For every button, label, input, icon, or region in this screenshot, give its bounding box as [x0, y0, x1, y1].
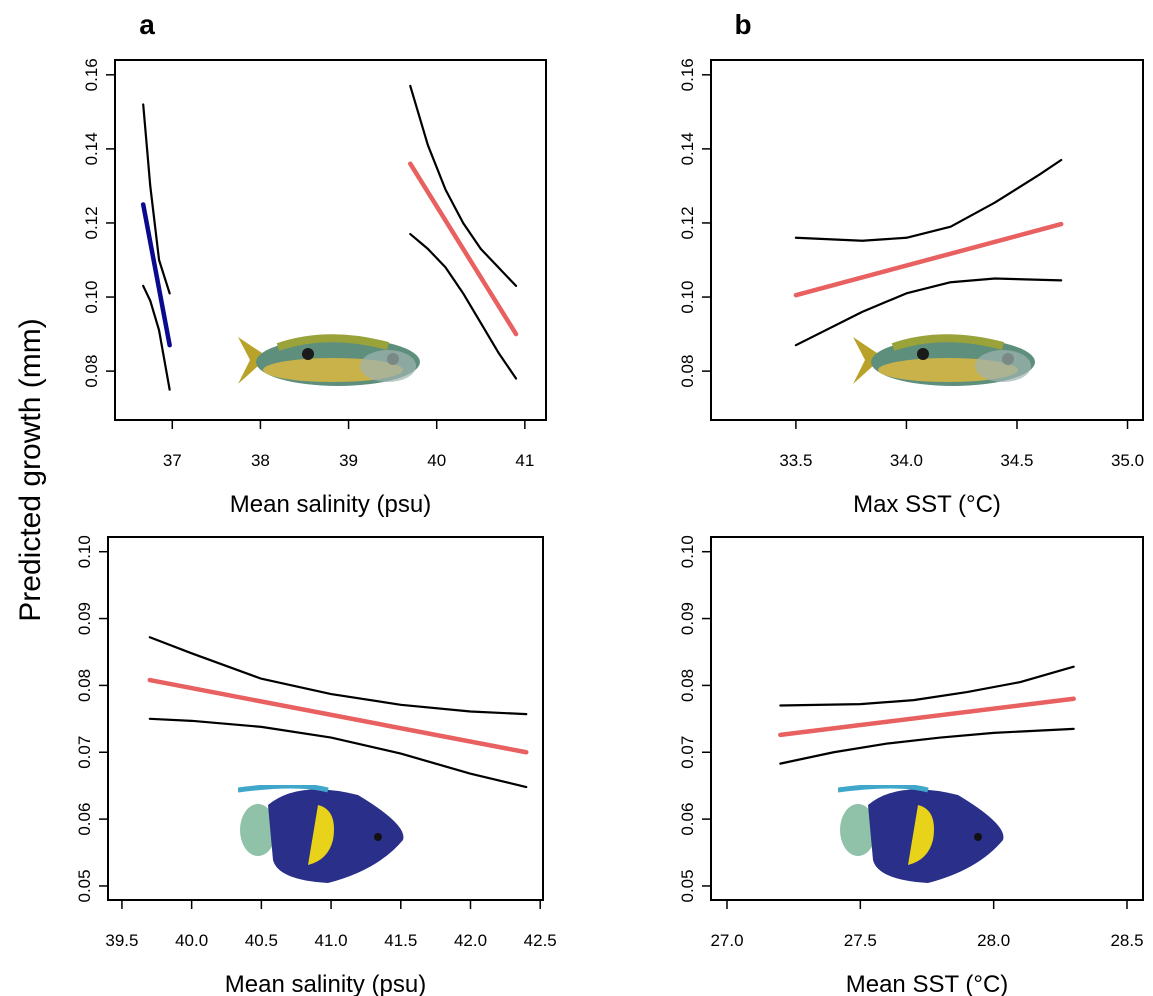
- plot-frame: [710, 59, 1144, 421]
- x-tick-label: 41: [515, 451, 534, 470]
- series-line: [142, 103, 171, 295]
- y-tick-label: 0.09: [678, 602, 697, 635]
- series-line: [148, 636, 528, 716]
- y-tick-label: 0.10: [75, 535, 94, 568]
- x-axis-title: Mean salinity (psu): [230, 491, 431, 518]
- series-line: [140, 202, 172, 348]
- x-tick-label: 39.5: [105, 931, 138, 950]
- series-line: [793, 221, 1064, 298]
- y-axis-title: Predicted growth (mm): [14, 318, 47, 621]
- fish-image: [238, 786, 403, 883]
- fish-image: [838, 786, 1003, 883]
- y-tick-label: 0.05: [678, 869, 697, 902]
- y-tick-label: 0.07: [678, 736, 697, 769]
- fish-image: [853, 337, 1035, 386]
- y-tick-label: 0.06: [678, 803, 697, 836]
- x-tick-label: 34.0: [890, 451, 923, 470]
- y-tick-label: 0.08: [678, 669, 697, 702]
- y-tick-label: 0.08: [82, 355, 101, 388]
- x-tick-label: 28.0: [977, 931, 1010, 950]
- x-tick-label: 41.5: [384, 931, 417, 950]
- plot-frame: [107, 536, 544, 901]
- x-tick-label: 33.5: [779, 451, 812, 470]
- x-tick-label: 35.0: [1111, 451, 1144, 470]
- x-axis-title: Max SST (°C): [853, 491, 1001, 518]
- y-tick-label: 0.08: [75, 669, 94, 702]
- y-tick-label: 0.12: [678, 206, 697, 239]
- y-tick-label: 0.14: [678, 132, 697, 165]
- panel-label: b: [734, 9, 751, 40]
- series-line: [147, 677, 529, 755]
- series-line: [142, 284, 171, 391]
- x-tick-label: 28.5: [1110, 931, 1143, 950]
- x-tick-label: 34.5: [1000, 451, 1033, 470]
- series-line: [794, 158, 1063, 242]
- y-tick-label: 0.14: [82, 132, 101, 165]
- series-line: [409, 232, 518, 380]
- y-tick-label: 0.07: [75, 736, 94, 769]
- y-tick-label: 0.16: [82, 58, 101, 91]
- x-tick-label: 38: [251, 451, 270, 470]
- series-line: [779, 665, 1075, 707]
- series-line: [794, 277, 1063, 347]
- plot-frame: [114, 59, 547, 421]
- x-tick-label: 40: [427, 451, 446, 470]
- fish-image: [238, 337, 420, 386]
- panel-label: a: [139, 9, 155, 40]
- y-tick-label: 0.10: [678, 280, 697, 313]
- x-tick-label: 27.0: [710, 931, 743, 950]
- y-tick-label: 0.10: [678, 535, 697, 568]
- x-tick-label: 42.0: [454, 931, 487, 950]
- x-tick-label: 41.0: [315, 931, 348, 950]
- x-tick-label: 37: [163, 451, 182, 470]
- y-tick-label: 0.08: [678, 355, 697, 388]
- x-tick-label: 40.5: [245, 931, 278, 950]
- y-tick-label: 0.05: [75, 869, 94, 902]
- x-axis-title: Mean SST (°C): [846, 971, 1009, 996]
- x-tick-label: 40.0: [175, 931, 208, 950]
- series-line: [779, 727, 1075, 765]
- series-line: [148, 717, 528, 789]
- series-line: [408, 161, 519, 337]
- y-tick-label: 0.09: [75, 602, 94, 635]
- y-tick-label: 0.10: [82, 280, 101, 313]
- series-line: [409, 84, 518, 288]
- x-axis-title: Mean salinity (psu): [225, 971, 426, 996]
- y-tick-label: 0.12: [82, 206, 101, 239]
- x-tick-label: 39: [339, 451, 358, 470]
- y-tick-label: 0.06: [75, 803, 94, 836]
- y-tick-label: 0.16: [678, 58, 697, 91]
- x-tick-label: 27.5: [844, 931, 877, 950]
- series-line: [778, 696, 1076, 738]
- plot-frame: [710, 536, 1144, 901]
- x-tick-label: 42.5: [524, 931, 557, 950]
